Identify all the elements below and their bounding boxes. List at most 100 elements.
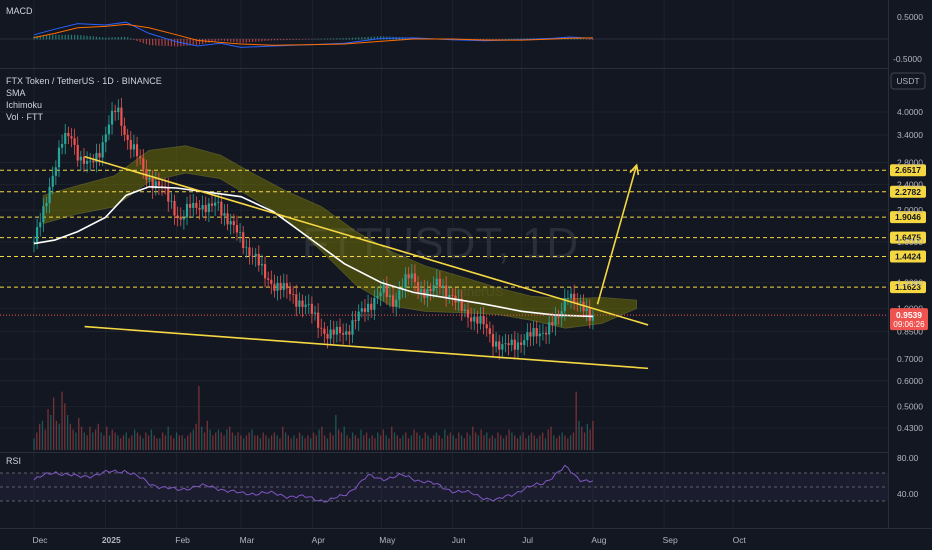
candle-body xyxy=(139,156,142,159)
candles xyxy=(32,97,594,360)
volume-bar xyxy=(38,423,41,450)
macd-histogram-bar xyxy=(370,36,372,40)
candle-body xyxy=(301,300,304,307)
volume-bar xyxy=(41,420,44,450)
candle-body xyxy=(576,302,579,304)
candle-body xyxy=(260,264,264,266)
macd-histogram-bar xyxy=(145,39,148,45)
volume-bar xyxy=(511,432,513,450)
watermark-symbol: FTTUSDT, 1D xyxy=(302,219,578,268)
macd-histogram-bar xyxy=(67,34,69,40)
volume-bar xyxy=(497,432,499,450)
volume-bar xyxy=(567,438,569,450)
price-tick-1: 3.4000 xyxy=(897,130,923,140)
candle-body xyxy=(89,160,92,162)
volume-bar xyxy=(256,435,259,450)
volume-bar xyxy=(446,435,449,450)
candle-body xyxy=(176,215,179,217)
candle-body xyxy=(61,143,64,148)
rsi-label: RSI xyxy=(6,456,21,466)
volume-bar xyxy=(50,415,52,450)
macd-histogram-bar xyxy=(236,39,238,43)
macd-histogram-bar xyxy=(170,39,172,47)
macd-histogram-bar xyxy=(298,39,300,40)
time-label-5: May xyxy=(379,535,396,545)
macd-histogram-bar xyxy=(167,39,169,47)
candle-body xyxy=(85,160,89,164)
macd-histogram-bar xyxy=(36,35,38,40)
macd-histogram-bar xyxy=(42,35,44,40)
candle-body xyxy=(460,298,463,311)
volume-bar xyxy=(279,438,281,450)
macd-histogram-bar xyxy=(280,39,282,41)
candle-body xyxy=(129,139,132,150)
volume-bar xyxy=(586,423,589,450)
candle-body xyxy=(345,331,348,335)
candle-body xyxy=(267,278,270,280)
macd-histogram-bar xyxy=(155,39,157,46)
candle-body xyxy=(491,334,495,347)
macd-histogram-bar xyxy=(301,39,304,40)
volume-bar xyxy=(377,432,379,450)
macd-histogram-bar xyxy=(373,36,375,40)
volume-bar xyxy=(472,426,474,450)
volume-bar xyxy=(192,429,194,450)
currency-button[interactable] xyxy=(890,72,926,90)
volume-bar xyxy=(452,435,454,450)
macd-histogram-bar xyxy=(317,38,319,40)
candle-body xyxy=(544,332,548,335)
volume-bar xyxy=(494,438,496,450)
volume-bar xyxy=(463,438,466,450)
projection-arrow[interactable] xyxy=(596,163,640,305)
volume-bar xyxy=(553,435,555,450)
macd-histogram-bar xyxy=(214,39,216,42)
macd-histogram-bar xyxy=(367,36,369,40)
macd-histogram-bar xyxy=(489,39,491,40)
ichimoku-cloud xyxy=(42,145,637,329)
macd-histogram-bar xyxy=(133,39,135,40)
volume-bar xyxy=(120,438,122,450)
candle-body xyxy=(569,293,573,298)
candle-body xyxy=(379,292,382,297)
volume-bar xyxy=(111,429,113,450)
time-axis[interactable]: Dec 2025 Feb Mar Apr May Jun Jul Aug Sep Oct xyxy=(32,535,746,545)
volume-bar xyxy=(234,435,236,450)
candle-body xyxy=(451,294,454,296)
volume-bar xyxy=(307,435,309,450)
candle-body xyxy=(473,316,476,322)
volume-bar xyxy=(516,438,519,450)
volume-bar xyxy=(413,429,415,450)
trendlines[interactable] xyxy=(84,155,649,370)
volume-bar xyxy=(142,438,144,450)
volume-bar xyxy=(150,429,153,450)
volume-bar xyxy=(97,423,99,450)
trendline-upper-resistance[interactable] xyxy=(84,155,649,326)
macd-histogram-bar xyxy=(582,38,585,40)
candle-body xyxy=(45,203,48,207)
volume-bar xyxy=(541,432,544,450)
volume-bar xyxy=(365,432,368,450)
macd-histogram-bar xyxy=(105,37,107,40)
candle-body xyxy=(126,134,129,140)
candle-body xyxy=(554,315,557,326)
volume-bar xyxy=(357,438,359,450)
macd-histogram-bar xyxy=(242,39,244,43)
candle-body xyxy=(213,202,217,206)
arrow-shaft[interactable] xyxy=(596,164,638,305)
time-label-2: Feb xyxy=(175,535,190,545)
candle-body xyxy=(245,247,248,249)
volume-bar xyxy=(488,438,491,450)
price-axis[interactable]: 4.0000 3.4000 2.8000 2.4000 2.0000 1.6000 1.20… xyxy=(0,107,928,433)
volume-bars xyxy=(33,385,594,450)
volume-bar xyxy=(61,391,63,450)
macd-histogram-bar xyxy=(183,39,185,47)
candle-body xyxy=(285,283,289,289)
candle-body xyxy=(310,303,313,314)
price-tick-8: 0.8500 xyxy=(897,326,923,336)
macd-histogram-bar xyxy=(55,34,57,40)
volume-bar xyxy=(187,435,189,450)
trendline-lower-support[interactable] xyxy=(84,325,649,370)
volume-bar xyxy=(310,438,312,450)
candle-body xyxy=(391,295,395,307)
